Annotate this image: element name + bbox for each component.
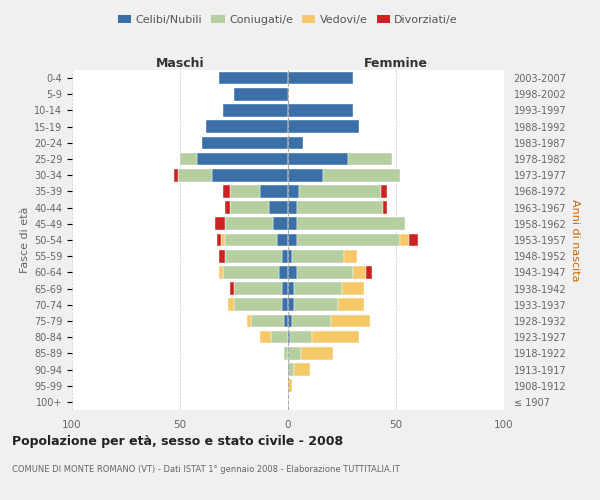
Bar [281, 298, 288, 311]
Bar [178, 169, 212, 181]
Bar [288, 202, 296, 214]
Bar [331, 314, 370, 328]
Bar [223, 266, 280, 278]
Bar [366, 266, 372, 278]
Bar [288, 104, 353, 117]
Bar [288, 152, 349, 166]
Bar [323, 169, 400, 181]
Bar [296, 202, 383, 214]
Text: COMUNE DI MONTE ROMANO (VT) - Dati ISTAT 1° gennaio 2008 - Elaborazione TUTTITAL: COMUNE DI MONTE ROMANO (VT) - Dati ISTAT… [12, 465, 400, 474]
Bar [260, 185, 288, 198]
Bar [288, 331, 290, 344]
Bar [277, 234, 288, 246]
Text: Femmine: Femmine [364, 57, 428, 70]
Bar [349, 152, 392, 166]
Bar [288, 298, 295, 311]
Bar [288, 120, 359, 133]
Bar [381, 185, 388, 198]
Text: Popolazione per età, sesso e stato civile - 2008: Popolazione per età, sesso e stato civil… [12, 435, 343, 448]
Bar [288, 218, 296, 230]
Bar [288, 282, 295, 295]
Bar [206, 120, 288, 133]
Bar [269, 202, 288, 214]
Bar [223, 185, 230, 198]
Bar [292, 250, 344, 262]
Bar [215, 218, 226, 230]
Bar [299, 185, 381, 198]
Bar [296, 266, 353, 278]
Bar [226, 234, 277, 246]
Bar [230, 202, 269, 214]
Bar [301, 347, 334, 360]
Y-axis label: Fasce di età: Fasce di età [20, 207, 30, 273]
Bar [226, 202, 230, 214]
Bar [288, 234, 296, 246]
Bar [312, 331, 359, 344]
Bar [234, 298, 281, 311]
Bar [260, 331, 271, 344]
Bar [217, 234, 221, 246]
Bar [288, 72, 353, 85]
Bar [219, 266, 223, 278]
Bar [280, 266, 288, 278]
Bar [273, 218, 288, 230]
Bar [251, 314, 284, 328]
Bar [338, 298, 364, 311]
Bar [344, 250, 357, 262]
Bar [409, 234, 418, 246]
Bar [296, 234, 400, 246]
Bar [247, 314, 251, 328]
Bar [295, 363, 310, 376]
Bar [295, 298, 338, 311]
Bar [288, 185, 299, 198]
Bar [219, 72, 288, 85]
Bar [223, 104, 288, 117]
Bar [281, 282, 288, 295]
Bar [288, 314, 292, 328]
Bar [284, 347, 288, 360]
Bar [230, 282, 234, 295]
Bar [197, 152, 288, 166]
Bar [284, 314, 288, 328]
Bar [226, 218, 273, 230]
Bar [227, 298, 234, 311]
Bar [353, 266, 366, 278]
Legend: Celibi/Nubili, Coniugati/e, Vedovi/e, Divorziati/e: Celibi/Nubili, Coniugati/e, Vedovi/e, Di… [113, 10, 463, 29]
Bar [219, 250, 226, 262]
Bar [230, 185, 260, 198]
Bar [288, 380, 292, 392]
Bar [295, 282, 342, 295]
Bar [212, 169, 288, 181]
Text: Maschi: Maschi [155, 57, 205, 70]
Bar [288, 266, 296, 278]
Bar [180, 152, 197, 166]
Bar [173, 169, 178, 181]
Y-axis label: Anni di nascita: Anni di nascita [571, 198, 580, 281]
Bar [400, 234, 409, 246]
Bar [288, 347, 301, 360]
Bar [271, 331, 288, 344]
Bar [288, 250, 292, 262]
Bar [234, 282, 281, 295]
Bar [296, 218, 404, 230]
Bar [288, 169, 323, 181]
Bar [288, 136, 303, 149]
Bar [290, 331, 312, 344]
Bar [292, 314, 331, 328]
Bar [383, 202, 388, 214]
Bar [221, 234, 226, 246]
Bar [234, 88, 288, 101]
Bar [288, 363, 295, 376]
Bar [202, 136, 288, 149]
Bar [342, 282, 364, 295]
Bar [226, 250, 281, 262]
Bar [281, 250, 288, 262]
